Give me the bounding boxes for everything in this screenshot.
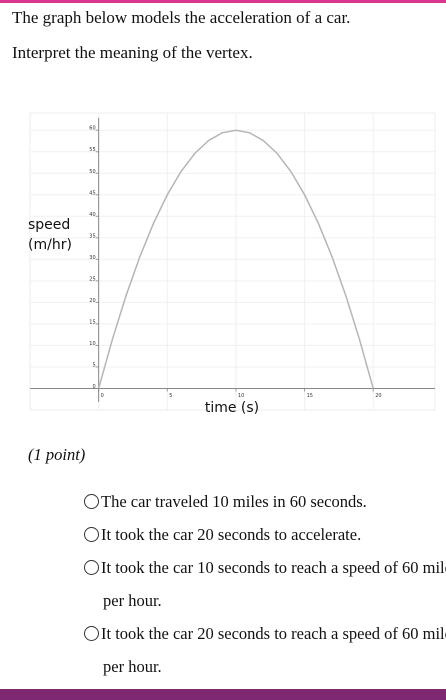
y-tick-label: 20 <box>89 298 95 304</box>
y-axis-label: (m/hr) <box>28 237 72 253</box>
y-tick-label: 30 <box>89 255 95 261</box>
answer-option[interactable]: The car traveled 10 miles in 60 seconds. <box>84 485 440 518</box>
x-tick-label: 15 <box>307 393 313 399</box>
x-tick-label: 10 <box>238 393 244 399</box>
question-line: The graph below models the acceleration … <box>12 8 351 27</box>
answer-option[interactable]: It took the car 20 seconds to reach a sp… <box>84 617 446 683</box>
y-tick-label: 10 <box>89 341 95 347</box>
y-tick-label: 5 <box>92 362 95 368</box>
option-text: It took the car 20 seconds to accelerate… <box>101 525 362 544</box>
bottom-bar <box>0 689 446 700</box>
y-tick-label: 15 <box>89 319 95 325</box>
y-tick-label: 0 <box>92 384 95 390</box>
plot-area <box>29 112 436 411</box>
radio-button[interactable] <box>84 494 99 509</box>
option-text: The car traveled 10 miles in 60 seconds. <box>101 492 367 511</box>
top-bar <box>0 0 446 3</box>
y-tick-label: 35 <box>89 233 95 239</box>
x-tick-label: 0 <box>101 393 104 399</box>
answer-option[interactable]: It took the car 10 seconds to reach a sp… <box>84 551 446 617</box>
question-line: Interpret the meaning of the vertex. <box>12 43 253 62</box>
y-tick-label: 40 <box>89 212 95 218</box>
radio-button[interactable] <box>84 626 99 641</box>
x-axis-label: time (s) <box>205 400 259 416</box>
option-text: It took the car 20 seconds to reach a sp… <box>101 624 446 676</box>
x-tick-label: 5 <box>169 393 172 399</box>
y-tick-label: 45 <box>89 190 95 196</box>
y-tick-label: 60 <box>89 126 95 132</box>
y-tick-label: 25 <box>89 276 95 282</box>
graph: 0 5 10 15 20 25 30 35 40 45 50 55 60 0 5 10 15 20 speed (m/… <box>28 112 436 416</box>
y-tick-label: 55 <box>89 147 95 153</box>
answer-option[interactable]: It took the car 20 seconds to accelerate… <box>84 518 440 551</box>
y-tick-label: 50 <box>89 169 95 175</box>
y-axis-label: speed <box>28 217 70 233</box>
option-text: It took the car 10 seconds to reach a sp… <box>101 558 446 610</box>
x-tick-label: 20 <box>375 393 381 399</box>
radio-button[interactable] <box>84 527 99 542</box>
curve <box>97 129 374 389</box>
points-label: (1 point) <box>28 445 86 464</box>
radio-button[interactable] <box>84 560 99 575</box>
